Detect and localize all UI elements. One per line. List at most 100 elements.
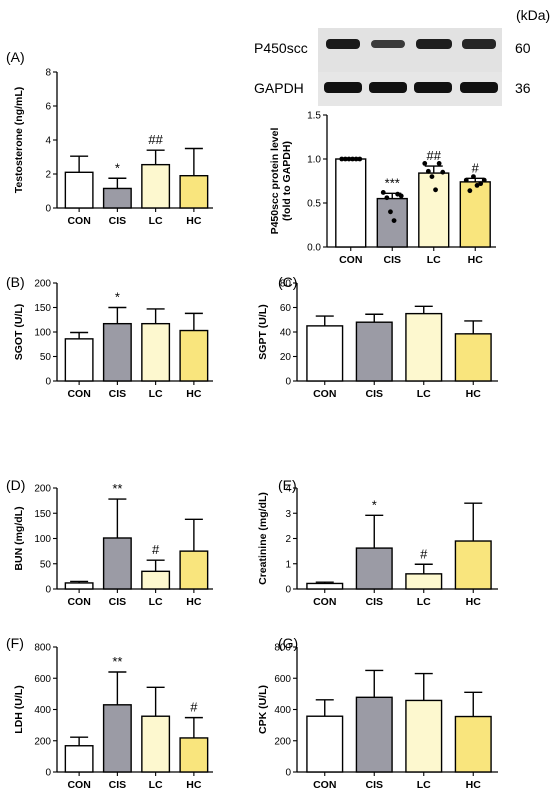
bar-lc bbox=[141, 715, 171, 773]
y-tick-label: 150 bbox=[34, 509, 51, 520]
y-axis-label: P450scc protein level(fold to GAPDH) bbox=[269, 128, 293, 235]
chart-panel-p450: 0.0 0.5 1.0 1.5 P450scc protein level(fold t… bbox=[269, 111, 496, 266]
x-tick-label: CON bbox=[67, 215, 90, 227]
blot-kda-60: 60 bbox=[515, 40, 531, 56]
x-tick-label: HC bbox=[466, 596, 482, 608]
bar-lc bbox=[418, 172, 450, 248]
y-tick-label: 40 bbox=[280, 328, 292, 339]
x-tick-label: LC bbox=[417, 388, 431, 400]
bar-hc bbox=[179, 329, 209, 382]
data-point bbox=[463, 177, 469, 183]
x-tick-label: CON bbox=[313, 596, 336, 608]
significance-marker: *** bbox=[385, 175, 400, 190]
significance-marker: ## bbox=[427, 148, 442, 163]
y-tick-label: 50 bbox=[40, 352, 52, 363]
bar-con bbox=[335, 158, 367, 248]
x-tick-label: CIS bbox=[109, 596, 127, 608]
y-tick-label: 0 bbox=[45, 204, 51, 215]
y-axis-label: Testosterone (ng/mL) bbox=[13, 87, 25, 194]
y-tick-label: 1 bbox=[285, 559, 291, 570]
bar-lc bbox=[405, 573, 443, 590]
significance-marker: # bbox=[190, 700, 198, 715]
bar-con bbox=[306, 715, 344, 773]
bar-con bbox=[64, 745, 94, 773]
y-tick-label: 4 bbox=[45, 136, 51, 147]
data-point bbox=[425, 168, 431, 174]
blot-band-hc bbox=[460, 82, 498, 93]
data-point bbox=[436, 161, 442, 166]
blot-band-con bbox=[326, 39, 360, 49]
y-tick-label: 200 bbox=[34, 484, 51, 495]
y-tick-label: 200 bbox=[274, 736, 291, 747]
bar-hc bbox=[459, 181, 491, 248]
x-tick-label: CIS bbox=[365, 388, 383, 400]
x-tick-label: CON bbox=[67, 779, 90, 791]
x-tick-label: HC bbox=[186, 215, 202, 227]
x-tick-label: CIS bbox=[383, 254, 401, 266]
bar-lc bbox=[141, 163, 171, 209]
bar-lc bbox=[141, 570, 171, 590]
x-tick-label: HC bbox=[186, 779, 202, 791]
x-tick-label: LC bbox=[417, 596, 431, 608]
chart-panel-a: (A) 0 2 4 6 8 Testosterone (ng/mL) CON * CIS ## LC H… bbox=[6, 49, 213, 227]
x-tick-label: HC bbox=[466, 779, 482, 791]
y-tick-label: 0 bbox=[285, 585, 291, 596]
y-tick-label: 0 bbox=[45, 377, 51, 388]
bar-hc bbox=[454, 333, 492, 382]
y-axis-label: CPK (U/L) bbox=[257, 685, 269, 734]
bar-cis bbox=[355, 321, 393, 382]
y-tick-label: 400 bbox=[34, 705, 51, 716]
bar-con bbox=[64, 171, 94, 209]
bar-hc bbox=[454, 715, 492, 773]
y-tick-label: 0.0 bbox=[307, 243, 321, 254]
x-tick-label: CIS bbox=[109, 215, 127, 227]
panel-label: (F) bbox=[6, 635, 24, 651]
x-tick-label: CON bbox=[313, 779, 336, 791]
bar-hc bbox=[179, 550, 209, 590]
data-point bbox=[384, 195, 390, 201]
significance-marker: ** bbox=[112, 654, 122, 669]
y-tick-label: 200 bbox=[34, 736, 51, 747]
data-point bbox=[353, 156, 359, 162]
data-point bbox=[422, 161, 428, 166]
x-tick-label: CIS bbox=[365, 596, 383, 608]
data-point bbox=[357, 156, 363, 162]
x-tick-label: CIS bbox=[109, 779, 127, 791]
bar-cis bbox=[376, 197, 408, 248]
data-point bbox=[342, 156, 348, 162]
y-axis-label-line: P450scc protein level bbox=[269, 128, 281, 235]
y-tick-label: 50 bbox=[40, 559, 52, 570]
significance-marker: # bbox=[152, 542, 160, 557]
x-tick-label: CON bbox=[67, 388, 90, 400]
panel-label: (A) bbox=[6, 49, 25, 65]
x-tick-label: CIS bbox=[365, 779, 383, 791]
bar-con bbox=[64, 582, 94, 590]
chart-panel-f: (F) 0 200 400 600 800 LDH (U/L) CON ** CIS LC # HC bbox=[6, 635, 213, 791]
blot-band-lc bbox=[414, 82, 452, 93]
data-point bbox=[398, 193, 404, 199]
y-axis-label: SGPT (U/L) bbox=[257, 304, 269, 359]
chart-panel-b: (B) 0 50 100 150 200 SGOT (U/L) CON * CIS LC HC bbox=[6, 274, 213, 400]
x-tick-label: HC bbox=[466, 388, 482, 400]
data-point bbox=[429, 174, 435, 180]
y-tick-label: 100 bbox=[34, 328, 51, 339]
x-tick-label: HC bbox=[186, 596, 202, 608]
x-tick-label: LC bbox=[427, 254, 441, 266]
blot-band-con bbox=[324, 82, 362, 93]
y-axis-label: BUN (mg/dL) bbox=[13, 506, 25, 570]
y-tick-label: 2 bbox=[285, 534, 291, 545]
y-tick-label: 600 bbox=[274, 674, 291, 685]
significance-marker: # bbox=[420, 546, 428, 561]
blot-band-name-gapdh: GAPDH bbox=[254, 80, 304, 96]
blot-kda-36: 36 bbox=[515, 80, 531, 96]
x-tick-label: CIS bbox=[109, 388, 127, 400]
data-point bbox=[478, 181, 484, 187]
bar-hc bbox=[454, 540, 492, 590]
data-point bbox=[395, 191, 401, 197]
blot-strip-p450scc bbox=[318, 28, 502, 74]
blot-band-hc bbox=[462, 39, 496, 49]
y-tick-label: 100 bbox=[34, 534, 51, 545]
y-tick-label: 0 bbox=[45, 768, 51, 779]
bar-lc bbox=[405, 312, 443, 382]
